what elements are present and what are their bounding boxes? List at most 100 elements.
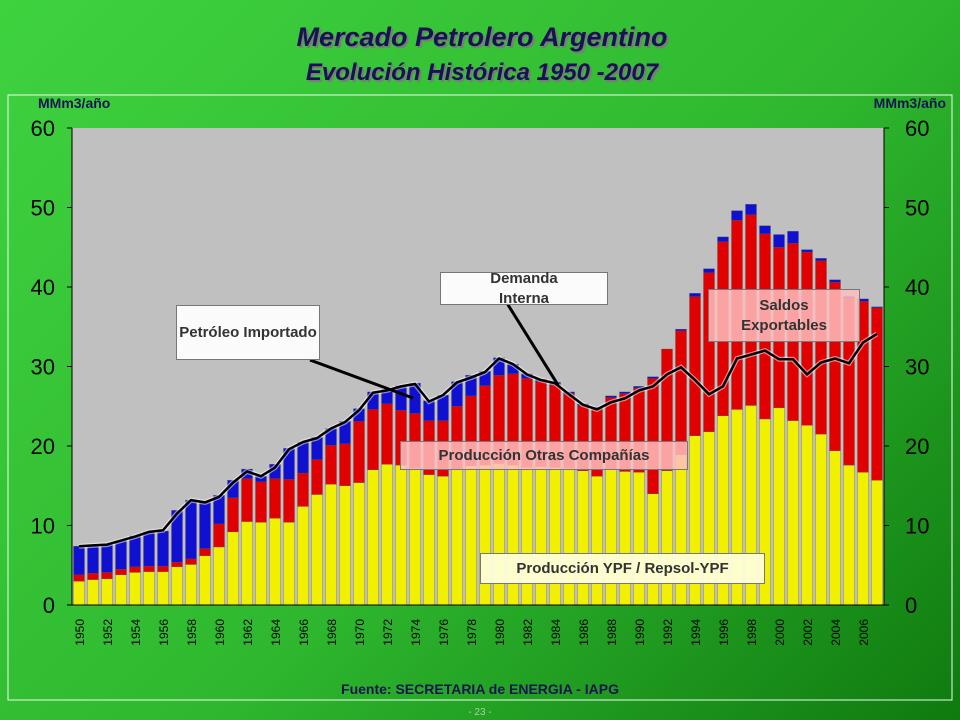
bar-segment [115,540,127,570]
bar-segment [213,523,225,548]
bar-segment [675,330,687,455]
bar-segment [801,249,813,253]
x-tick-label: 1974 [409,619,423,646]
bar-segment [423,474,435,606]
bar-segment [171,566,183,606]
bar-segment [87,579,99,606]
bar-segment [339,485,351,606]
x-tick-label: 1956 [157,619,171,646]
chart-subtitle: Evolución Histórica 1950 -2007 [306,59,660,86]
x-tick-label: 1964 [269,619,283,646]
bar-segment [549,467,561,606]
chart-title: Mercado Petrolero Argentino [296,22,667,52]
bar-segment [87,545,99,574]
bar-segment [283,479,295,523]
bar-segment [241,521,253,606]
bar-segment [227,497,239,533]
bar-segment [185,564,197,606]
bar-segment [199,502,211,549]
bar-segment [661,348,673,471]
bar-segment [507,464,519,606]
x-tick-label: 1980 [493,619,507,646]
y2-tick-label: 60 [905,116,929,141]
x-tick-label: 1986 [577,619,591,646]
x-tick-label: 1960 [213,619,227,646]
y-tick-label: 20 [31,434,55,459]
x-tick-label: 1968 [325,619,339,646]
bar-segment [87,573,99,580]
bar-segment [269,478,281,519]
bar-segment [129,535,141,567]
x-tick-label: 1998 [745,619,759,646]
bar-segment [843,464,855,606]
bar-segment [199,548,211,556]
bar-segment [577,470,589,606]
bar-segment [227,531,239,606]
y-tick-label: 40 [31,275,55,300]
x-tick-label: 1988 [605,619,619,646]
bar-segment [353,421,365,483]
bar-segment [157,530,169,567]
y-tick-label: 10 [31,514,55,539]
x-tick-label: 1990 [633,619,647,646]
bar-segment [633,472,645,606]
bar-segment [395,464,407,606]
bar-segment [241,478,253,522]
y2-tick-label: 0 [905,593,917,618]
y2-axis-label: MMm3/año [874,95,946,111]
y-axis-label: MMm3/año [38,95,110,111]
bar-segment [325,484,337,606]
frame [7,94,953,701]
bar-segment [605,395,617,398]
bar-segment [115,574,127,606]
bar-segment [297,472,309,507]
bar-segment [787,231,799,244]
bar-segment [381,403,393,465]
bar-segment [815,258,827,261]
bar-segment [143,565,155,572]
bar-segment [325,445,337,485]
bar-segment [689,296,701,436]
bar-segment [185,499,197,560]
x-tick-label: 1952 [101,619,115,646]
x-tick-label: 2002 [801,619,815,646]
bar-segment [213,546,225,606]
bar-segment [871,306,883,308]
x-tick-label: 1992 [661,619,675,646]
bar-segment [115,569,127,575]
y-tick-label: 30 [31,355,55,380]
bar-segment [353,482,365,606]
bar-segment [591,476,603,606]
x-tick-label: 1970 [353,619,367,646]
y2-tick-label: 20 [905,434,929,459]
bar-segment [605,469,617,606]
bar-segment [101,572,113,579]
bar-segment [255,481,267,523]
x-tick-label: 1978 [465,619,479,646]
bar-segment [829,450,841,606]
bar-segment [367,409,379,470]
bar-segment [647,376,659,379]
x-tick-label: 1954 [129,619,143,646]
bar-segment [703,268,715,273]
bar-segment [773,234,785,248]
x-tick-label: 1972 [381,619,395,646]
y2-tick-label: 50 [905,196,929,221]
bar-segment [815,433,827,606]
bar-segment [311,494,323,606]
y2-tick-label: 10 [905,514,929,539]
bar-segment [871,480,883,606]
bar-segment [717,236,729,242]
x-tick-label: 1984 [549,619,563,646]
series-label: Demanda Interna [440,270,608,307]
bar-segment [199,555,211,606]
x-tick-label: 1976 [437,619,451,646]
series-label: Producción Otras Compañías [400,441,688,470]
bar-segment [367,469,379,606]
x-tick-label: 2006 [857,619,871,646]
bar-segment [647,493,659,606]
bar-segment [185,558,197,565]
series-label: Petróleo Importado [176,305,320,360]
